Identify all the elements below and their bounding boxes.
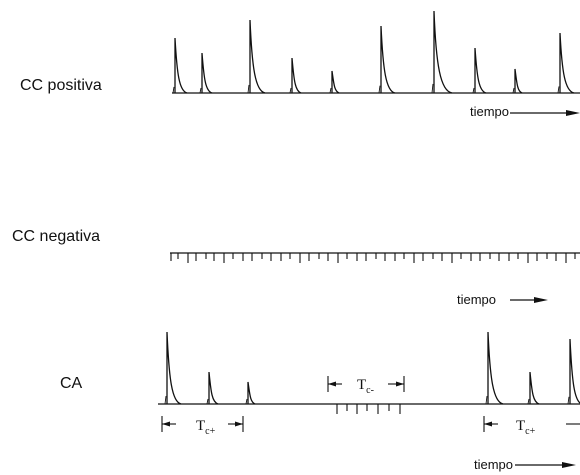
dc-positive-pulse <box>289 57 302 94</box>
ac-interval-positive-right-subscript: c+ <box>525 426 535 437</box>
dc-positive-pulse <box>472 47 487 94</box>
ac-interval-positive-left: Tc+ <box>161 416 244 437</box>
ac-interval-negative: Tc- <box>327 376 405 396</box>
dc-negative-label: CC negativa <box>12 228 100 245</box>
dc-positive-pulse <box>557 32 575 94</box>
ac-interval-positive-left-label: Tc+ <box>196 418 216 437</box>
dc-positive-time-label: tiempo <box>470 104 509 119</box>
dc-positive-pulse <box>247 19 266 94</box>
ac-pulse-train <box>158 331 580 414</box>
dc-positive-pulse <box>512 68 523 94</box>
ac-interval-positive-left-subscript: c+ <box>205 426 215 437</box>
ac-interval-positive-right-label: Tc+ <box>516 418 536 437</box>
ac-interval-negative-subscript: c- <box>366 385 374 396</box>
ac-pulse <box>245 381 256 405</box>
dc-positive-pulse <box>431 10 453 94</box>
ac-interval-negative-symbol: T <box>357 377 366 393</box>
ac-pulse <box>567 338 580 405</box>
ac-time-axis: tiempo <box>474 457 576 472</box>
dc-negative-time-label: tiempo <box>457 292 496 307</box>
ac-label: CA <box>60 375 83 392</box>
ac-interval-positive-right: Tc+ <box>483 416 580 437</box>
ac-time-arrowhead <box>562 462 576 468</box>
ac-pulse <box>485 331 504 405</box>
ac-interval-negative-label: Tc- <box>357 377 374 396</box>
ac-time-label: tiempo <box>474 457 513 472</box>
dc-positive-pulse <box>199 52 213 94</box>
ac-pulse <box>206 371 219 405</box>
dc-negative-time-axis: tiempo <box>457 292 548 307</box>
dc-positive-pulse <box>378 25 396 94</box>
dc-negative-pulse-train <box>170 252 580 263</box>
ac-interval-positive-left-symbol: T <box>196 418 205 434</box>
dc-positive-pulse-train <box>172 10 580 94</box>
dc-positive-pulse <box>172 37 188 94</box>
dc-positive-label: CC positiva <box>20 77 102 94</box>
dc-positive-pulse <box>329 70 340 94</box>
ac-pulse <box>164 331 182 405</box>
dc-negative-time-arrowhead <box>534 297 548 303</box>
dc-positive-time-arrowhead <box>566 110 580 116</box>
dc-positive-time-axis: tiempo <box>470 104 580 119</box>
ac-interval-positive-right-symbol: T <box>516 418 525 434</box>
ac-pulse <box>527 371 540 405</box>
